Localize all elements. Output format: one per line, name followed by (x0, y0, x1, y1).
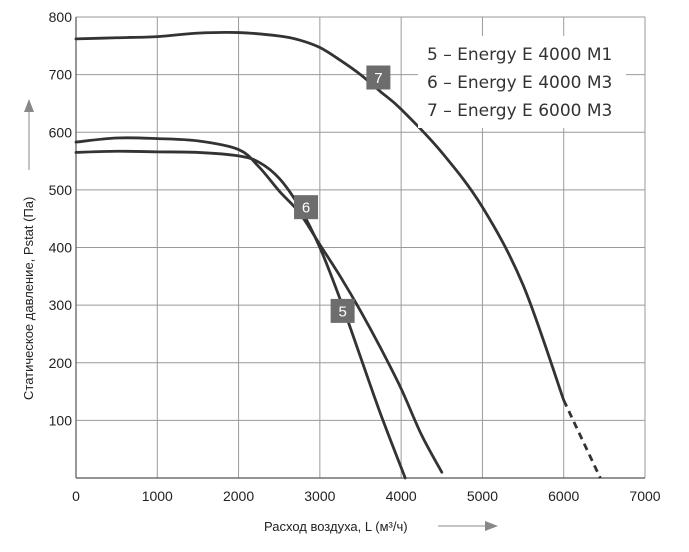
curve-label-6-text: 6 (302, 200, 310, 217)
x-axis-arrow-head (485, 521, 498, 531)
x-tick-label: 7000 (629, 488, 660, 504)
curve-label-5-badge (330, 298, 355, 323)
legend-entry-5: 5 – Energy E 4000 M1 (427, 45, 612, 65)
legend-entry-6: 6 – Energy E 4000 M3 (427, 73, 612, 93)
x-tick-label: 6000 (548, 488, 579, 504)
y-tick-label: 200 (49, 355, 73, 371)
tick-labels: 0 1000 2000 3000 4000 5000 6000 7000 100 200 300 40… (49, 9, 661, 504)
x-axis-title-group: Расход воздуха, L (м³/ч) (264, 519, 498, 534)
legend: 5 – Energy E 4000 M1 6 – Energy E 4000 M… (418, 36, 626, 128)
series-5-line (74, 149, 407, 480)
x-tick-label: 1000 (142, 488, 173, 504)
curve-label-5-text: 5 (338, 303, 346, 320)
y-tick-label: 300 (49, 297, 73, 313)
legend-entry-7: 7 – Energy E 6000 M3 (427, 101, 612, 121)
y-axis-arrow-head (24, 99, 34, 112)
curve-labels: 5 6 7 (294, 65, 391, 323)
series-7-line (74, 30, 566, 402)
series-7-dashed-extension (562, 399, 602, 479)
legend-box (418, 36, 626, 128)
y-tick-label: 500 (49, 182, 73, 198)
x-axis-title: Расход воздуха, L (м³/ч) (264, 519, 408, 534)
curve-label-7-badge (366, 65, 391, 90)
x-tick-label: 0 (72, 488, 80, 504)
x-tick-label: 5000 (467, 488, 498, 504)
x-tick-label: 4000 (386, 488, 417, 504)
y-tick-label: 100 (49, 412, 73, 428)
y-axis-title: Статическое давление, Pstat (Па) (21, 197, 36, 400)
curve-label-6-badge (294, 195, 319, 220)
curve-label-7-text: 7 (374, 70, 382, 87)
y-tick-label: 600 (49, 124, 73, 140)
y-tick-label: 800 (49, 9, 73, 25)
y-tick-label: 400 (49, 240, 73, 256)
y-axis-title-group: Статическое давление, Pstat (Па) (21, 99, 36, 400)
y-tick-label: 700 (49, 67, 73, 83)
axes (75, 17, 645, 479)
x-tick-label: 2000 (223, 488, 254, 504)
x-tick-label: 3000 (304, 488, 335, 504)
